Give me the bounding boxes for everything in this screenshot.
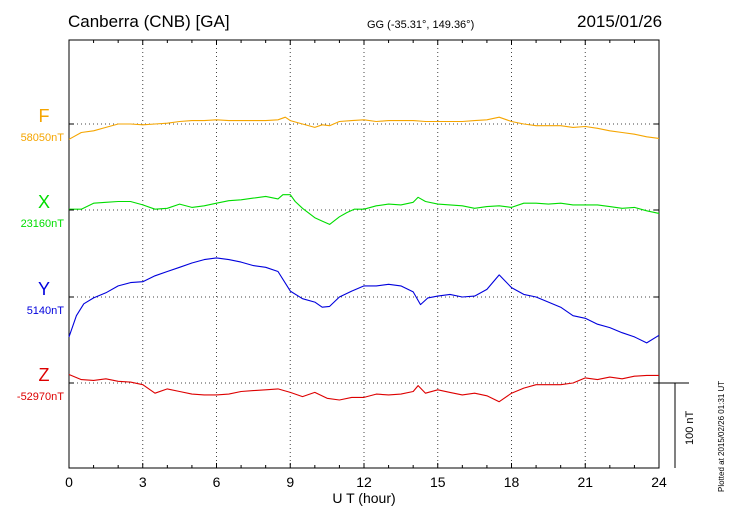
- scale-bar: 100 nT: [659, 382, 696, 468]
- x-tick-label: 12: [356, 474, 372, 490]
- component-label-y: Y: [38, 279, 50, 299]
- date-label: 2015/01/26: [577, 12, 662, 31]
- series-line-x: [69, 194, 660, 225]
- component-label-x: X: [38, 192, 50, 212]
- component-labels: F 58050nT X 23160nT Y 5140nT Z -52970nT: [17, 106, 64, 403]
- x-tick-label: 15: [430, 474, 446, 490]
- baseline-label-y: 5140nT: [27, 305, 65, 317]
- x-tick-label: 21: [577, 474, 593, 490]
- x-axis-ticks: 0 3 6 9 12 15 18 21 24: [65, 40, 667, 490]
- series-line-y: [68, 257, 660, 344]
- coordinates-label: GG (-35.31°, 149.36°): [367, 19, 474, 31]
- x-tick-label: 3: [139, 474, 147, 490]
- x-tick-label: 24: [651, 474, 667, 490]
- x-tick-label: 18: [504, 474, 520, 490]
- baseline-label-x: 23160nT: [21, 218, 65, 230]
- component-label-z: Z: [39, 365, 50, 385]
- x-tick-label: 0: [65, 474, 73, 490]
- x-axis-label: U T (hour): [332, 490, 395, 506]
- scale-bar-label: 100 nT: [684, 410, 696, 445]
- component-label-f: F: [39, 106, 50, 126]
- plotted-note: Plotted at 2015/02/26 01:31 UT: [717, 381, 726, 492]
- series-line-f: [68, 116, 660, 140]
- series-line-z: [68, 373, 659, 403]
- series-group: [68, 116, 660, 403]
- x-tick-label: 6: [213, 474, 221, 490]
- grid: [69, 40, 659, 468]
- baseline-label-f: 58050nT: [21, 132, 65, 144]
- x-tick-label: 9: [286, 474, 294, 490]
- station-title: Canberra (CNB) [GA]: [68, 12, 230, 31]
- baseline-label-z: -52970nT: [17, 391, 64, 403]
